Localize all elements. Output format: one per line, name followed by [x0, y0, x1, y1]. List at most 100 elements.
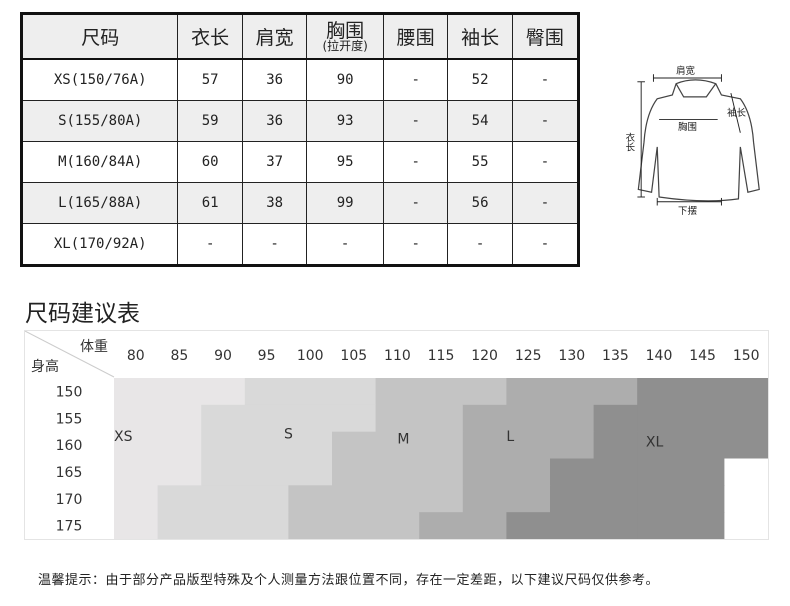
- height-tick: 160: [56, 438, 83, 454]
- cell-m: [375, 404, 420, 433]
- cell-s: [288, 458, 333, 486]
- cell-empty: [724, 485, 768, 513]
- cell-xl: [680, 404, 725, 433]
- diagram-sleeve: 袖长: [727, 107, 746, 119]
- cell-xl: [637, 458, 682, 486]
- cell-s: [288, 378, 333, 406]
- value-cell: 61: [177, 182, 243, 224]
- cell-s: [244, 404, 289, 433]
- cell-l: [419, 512, 464, 539]
- size-cell: XS(150/76A): [20, 58, 179, 101]
- cell-m: [375, 431, 420, 460]
- cell-xs: [114, 485, 159, 513]
- size-table-header: 尺码 衣长 肩宽 胸围 (拉开度) 腰围 袖长 臀围: [20, 13, 580, 60]
- y-axis-label: 身高: [31, 358, 59, 375]
- cell-s: [201, 485, 246, 513]
- cell-l: [462, 512, 507, 539]
- value-cell: 90: [306, 58, 384, 101]
- cell-xl: [637, 404, 682, 433]
- value-cell: -: [511, 182, 580, 224]
- size-label-m: M: [397, 432, 409, 448]
- header-sleeve: 袖长: [447, 13, 513, 60]
- height-tick: 170: [56, 492, 83, 508]
- recommend-title: 尺码建议表: [25, 301, 140, 327]
- cell-m: [375, 512, 420, 539]
- jacket-outline-icon: [637, 79, 760, 202]
- cell-l: [462, 431, 507, 460]
- cell-s: [244, 431, 289, 460]
- value-cell: -: [306, 223, 384, 266]
- value-cell: -: [447, 223, 513, 266]
- cell-s: [201, 458, 246, 486]
- cell-xl: [724, 378, 768, 406]
- value-cell: -: [382, 100, 449, 142]
- cell-empty: [724, 458, 768, 486]
- cell-xl: [637, 431, 682, 460]
- size-cell: L(165/88A): [20, 182, 179, 224]
- size-recommend-chart: 体重 身高 80 85 90 95 100 105 110 115 120 125 130 135 14…: [24, 330, 769, 540]
- cell-xl: [680, 378, 725, 406]
- size-label-l: L: [506, 429, 514, 445]
- weight-tick: 105: [340, 348, 367, 364]
- cell-s: [332, 378, 377, 406]
- cell-xs: [157, 378, 202, 406]
- size-table: 尺码 衣长 肩宽 胸围 (拉开度) 腰围 袖长 臀围 XS(150/76A) 57 3…: [20, 12, 580, 267]
- corner-diagonal: [25, 331, 115, 378]
- weight-tick: 90: [214, 348, 232, 364]
- size-label-xs: XS: [114, 429, 133, 445]
- weight-tick: 100: [297, 348, 324, 364]
- cell-m: [332, 512, 377, 539]
- cell-l: [462, 485, 507, 513]
- garment-measurement-diagram: 肩宽 胸围 袖长 衣长 下摆: [623, 65, 760, 217]
- table-row: M(160/84A) 60 37 95-55-: [20, 141, 580, 183]
- cell-l: [550, 404, 595, 433]
- cell-xl: [593, 458, 638, 486]
- cell-xs: [114, 378, 159, 406]
- diagram-hem: 下摆: [678, 205, 697, 217]
- cell-s: [244, 512, 289, 539]
- cell-l: [506, 485, 551, 513]
- header-shoulder: 肩宽: [241, 13, 308, 60]
- cell-m: [332, 458, 377, 486]
- cell-xl: [593, 485, 638, 513]
- value-cell: -: [241, 223, 308, 266]
- value-cell: 36: [241, 58, 308, 101]
- cell-m: [419, 458, 464, 486]
- cell-s: [244, 378, 289, 406]
- height-tick: 150: [56, 384, 83, 400]
- height-tick: 175: [56, 519, 83, 535]
- cell-s: [288, 404, 333, 433]
- cell-xl: [506, 512, 551, 539]
- value-cell: -: [511, 141, 580, 183]
- cell-m: [375, 378, 420, 406]
- chest-label: 胸围: [326, 19, 365, 42]
- weight-tick: 115: [428, 348, 455, 364]
- chest-note: (拉开度): [322, 38, 368, 53]
- header-length: 衣长: [177, 13, 243, 60]
- cell-xl: [680, 458, 725, 486]
- cell-xl: [680, 512, 725, 539]
- height-tick: 165: [56, 465, 83, 481]
- weight-tick: 150: [733, 348, 760, 364]
- measure-lines: [637, 74, 741, 206]
- size-label-s: S: [284, 426, 293, 442]
- value-cell: 38: [241, 182, 308, 224]
- value-cell: -: [511, 223, 580, 266]
- cell-xl: [550, 512, 595, 539]
- value-cell: 95: [306, 141, 384, 183]
- cell-xl: [680, 485, 725, 513]
- cell-xs: [157, 431, 202, 460]
- cell-s: [201, 512, 246, 539]
- value-cell: -: [511, 58, 580, 101]
- cell-s: [201, 404, 246, 433]
- cell-xl: [724, 431, 768, 460]
- value-cell: 36: [241, 100, 308, 142]
- value-cell: -: [382, 141, 449, 183]
- value-cell: 60: [177, 141, 243, 183]
- cell-m: [288, 485, 333, 513]
- cell-m: [375, 485, 420, 513]
- cell-m: [375, 458, 420, 486]
- value-cell: 54: [447, 100, 513, 142]
- value-cell: 52: [447, 58, 513, 101]
